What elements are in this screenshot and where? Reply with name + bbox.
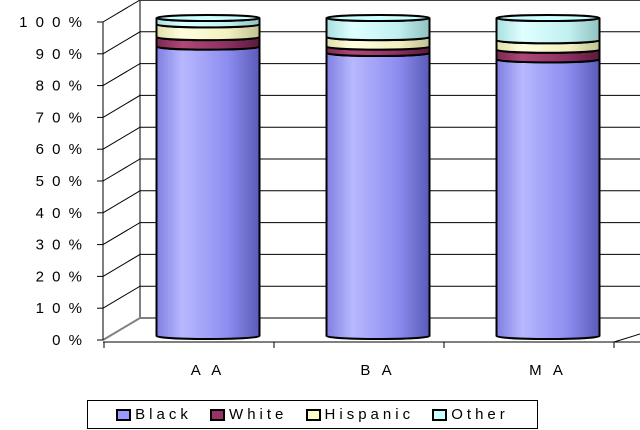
y-tick-label: 2 0 % xyxy=(36,268,84,285)
gridline xyxy=(102,222,640,246)
y-tick-label: 8 0 % xyxy=(36,78,84,95)
y-tick-label: 1 0 0 % xyxy=(19,14,84,31)
legend: Black White Hispanic Other xyxy=(87,400,538,429)
legend-item-black: Black xyxy=(116,406,192,423)
gridline xyxy=(102,253,640,277)
legend-swatch xyxy=(432,408,448,421)
x-category-label: M A xyxy=(529,362,567,379)
x-axis-depth-edge xyxy=(613,333,640,343)
gridline xyxy=(102,31,640,55)
y-tick-label: 1 0 % xyxy=(36,300,84,317)
bar-group-2 xyxy=(495,14,601,340)
gridline xyxy=(102,0,640,23)
y-tick-label: 3 0 % xyxy=(36,237,84,254)
bars xyxy=(155,14,601,340)
gridline xyxy=(102,158,640,182)
legend-swatch xyxy=(116,408,132,421)
bar-segment-black xyxy=(495,58,601,340)
legend-label: Black xyxy=(135,406,192,423)
back-wall xyxy=(139,0,640,318)
y-tick-label: 4 0 % xyxy=(36,205,84,222)
floor xyxy=(102,317,640,341)
gridline xyxy=(102,94,640,118)
axes xyxy=(97,21,640,348)
bar-segment-black xyxy=(155,45,261,340)
x-category-label: B A xyxy=(360,362,395,379)
bar-group-1 xyxy=(325,14,431,340)
bar-top-cap xyxy=(155,14,261,22)
x-category-label: A A xyxy=(191,362,226,379)
gridline xyxy=(102,126,640,150)
y-axis-tick-labels: 0 % 1 0 % 2 0 % 3 0 % 4 0 % 5 0 % 6 0 % 7 0 % 8 … xyxy=(19,14,84,349)
bar-top-cap xyxy=(495,14,601,22)
stacked-bar-chart: 0 % 1 0 % 2 0 % 3 0 % 4 0 % 5 0 % 6 0 % 7 0 % 8 … xyxy=(19,0,640,379)
gridline xyxy=(102,285,640,309)
gridline xyxy=(102,190,640,214)
legend-item-hispanic: Hispanic xyxy=(305,406,415,423)
y-tick-label: 0 % xyxy=(52,332,84,349)
y-tick-label: 6 0 % xyxy=(36,141,84,158)
y-tick-label: 9 0 % xyxy=(36,46,84,63)
y-tick-label: 5 0 % xyxy=(36,173,84,190)
legend-label: Other xyxy=(451,406,509,423)
legend-item-other: Other xyxy=(432,406,509,423)
grid xyxy=(102,0,640,341)
gridline xyxy=(102,63,640,87)
bar-segment-black xyxy=(325,51,431,340)
legend-label: White xyxy=(229,406,288,423)
bar-group-0 xyxy=(155,14,261,340)
legend-swatch xyxy=(210,408,226,421)
legend-item-white: White xyxy=(210,406,287,423)
legend-swatch xyxy=(305,408,321,421)
legend-label: Hispanic xyxy=(324,406,415,423)
bar-top-cap xyxy=(325,14,431,22)
y-tick-label: 7 0 % xyxy=(36,109,84,126)
